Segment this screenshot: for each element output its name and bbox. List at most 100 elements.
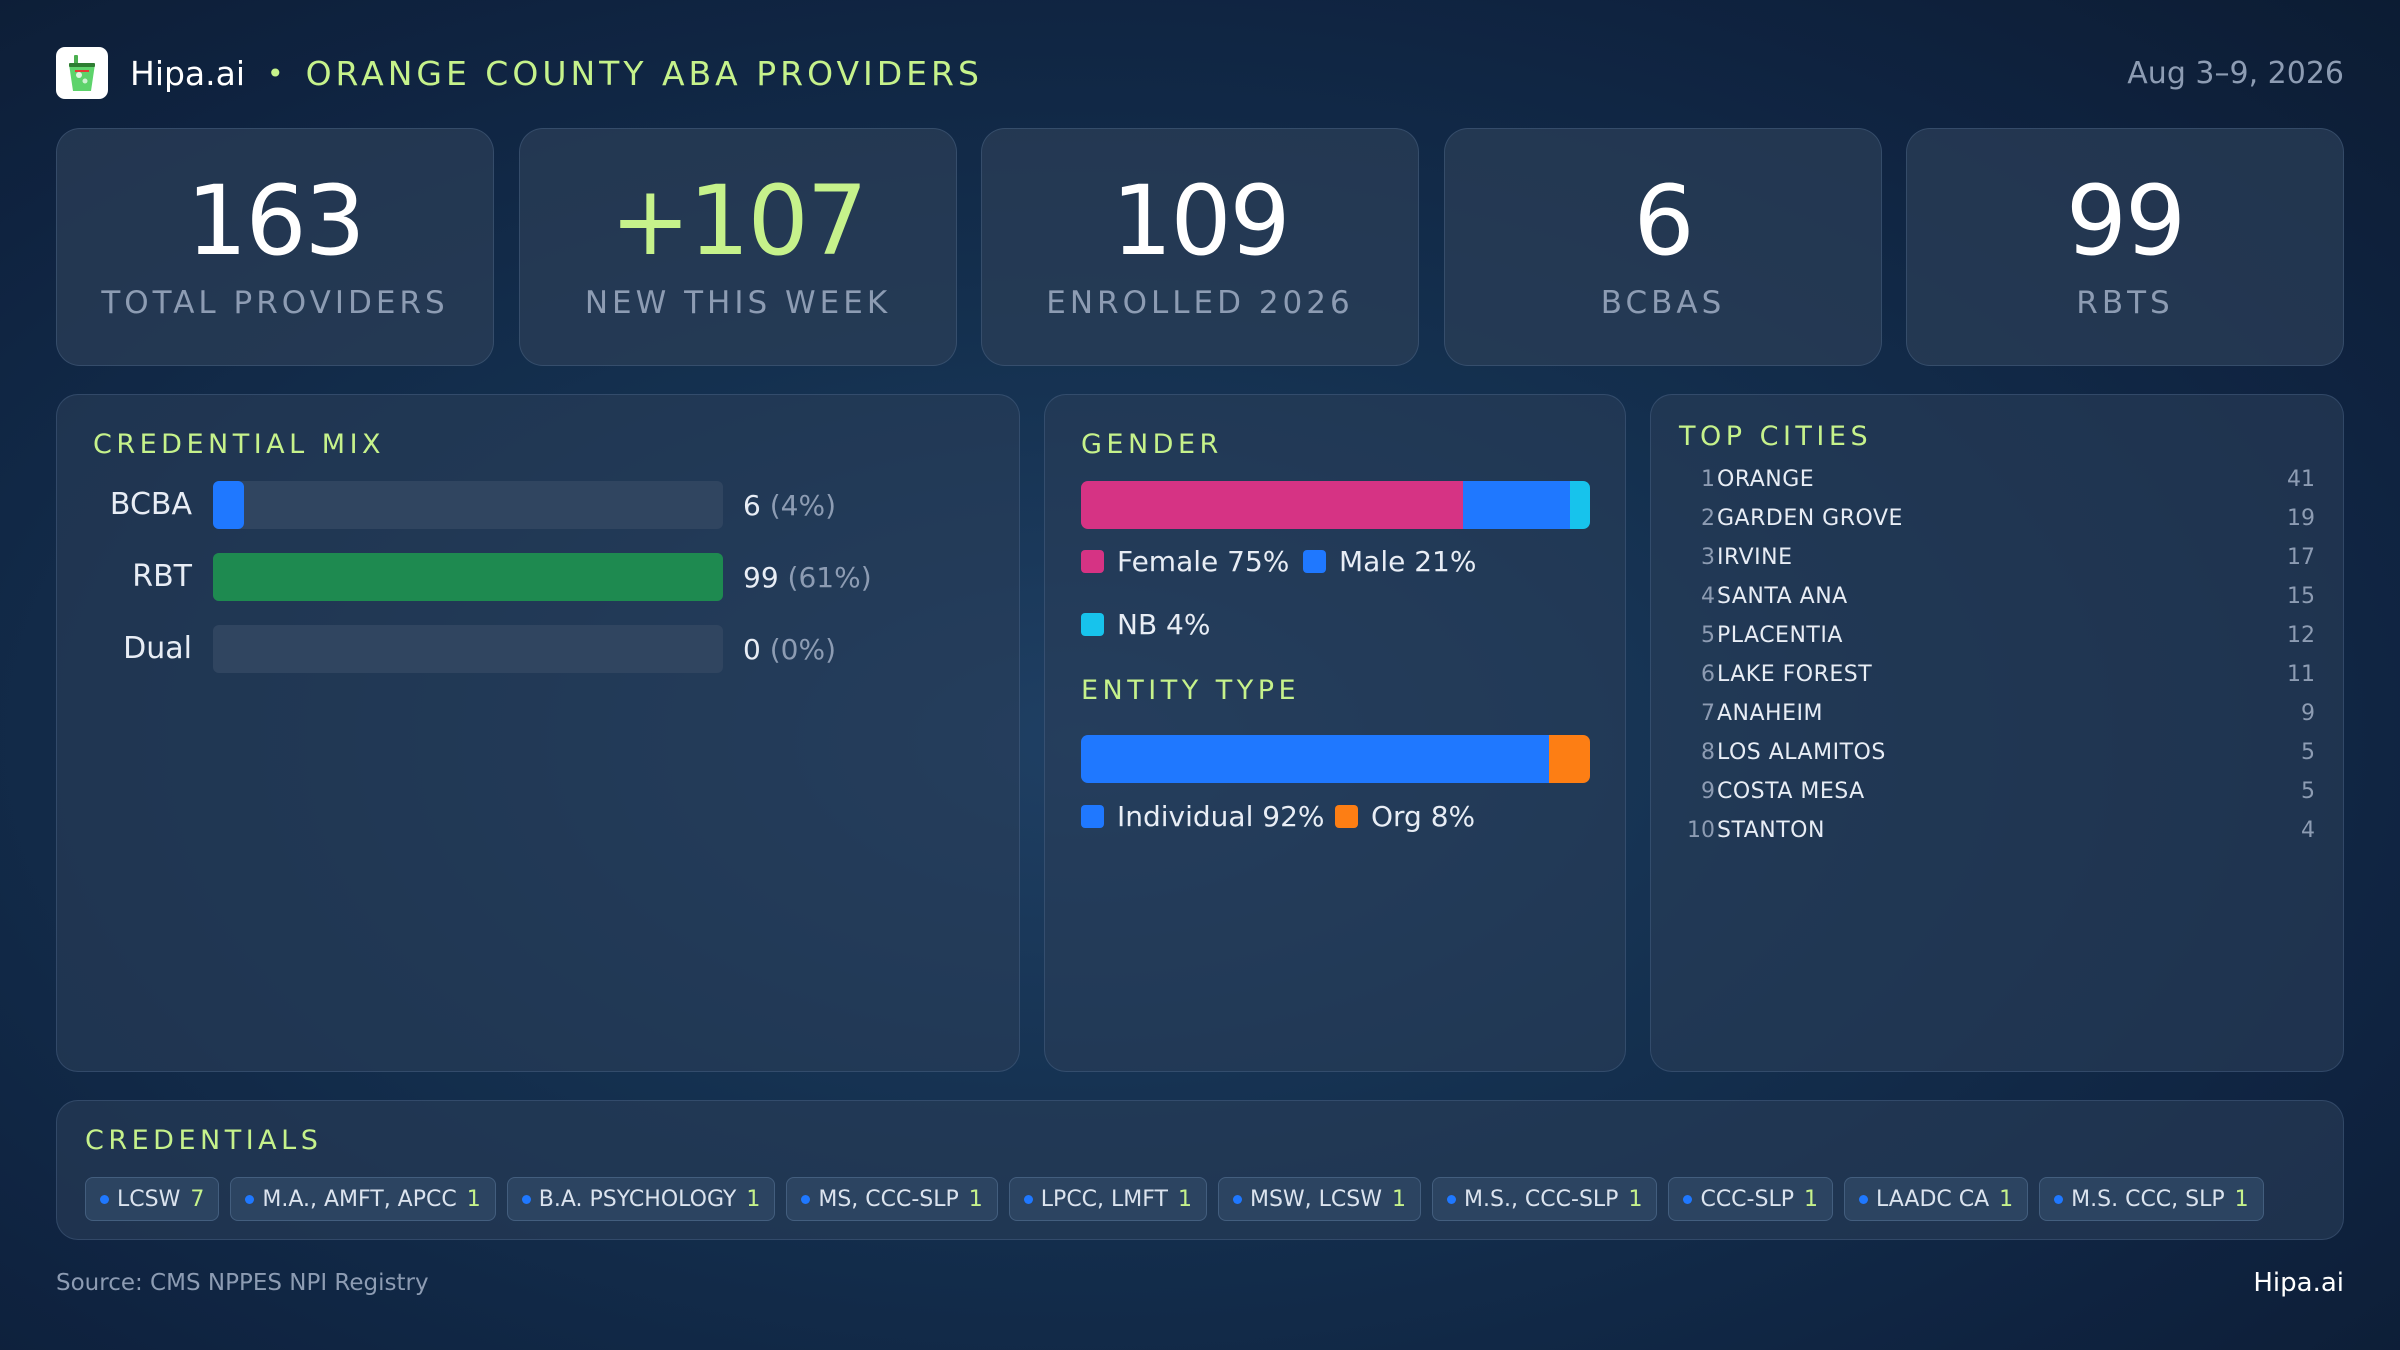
credential-value: 0 (0%) [743,633,836,666]
stat-card-bcbas: 6 BCBAS [1444,128,1882,366]
city-row: 6 LAKE FOREST 11 [1651,662,2343,692]
city-row: 10 STANTON 4 [1651,818,2343,848]
credential-row-dual: Dual 0 (0%) [57,625,1019,673]
credential-chip: M.A., AMFT, APCC 1 [230,1177,496,1221]
credential-chip: M.S. CCC, SLP 1 [2039,1177,2264,1221]
chip-count: 1 [1628,1186,1643,1212]
stat-card-total-providers: 163 TOTAL PROVIDERS [56,128,494,366]
city-name: STANTON [1717,818,1825,843]
gender-entity-panel: GENDER Female 75% Male 21% NB 4% ENTITY … [1044,394,1626,1072]
top-cities-panel: TOP CITIES 1 ORANGE 41 2 GARDEN GROVE 19 3 IRVI… [1650,394,2344,1072]
credential-percent: (0%) [769,633,837,666]
city-rank: 3 [1701,545,1715,570]
chip-label: B.A. PSYCHOLOGY [538,1186,737,1212]
city-rank: 1 [1701,467,1715,492]
stat-label: RBTS [2076,285,2174,321]
city-name: COSTA MESA [1717,779,1865,804]
panel-title: CREDENTIAL MIX [93,429,386,460]
drink-cup-icon [69,55,95,91]
legend-swatch [1081,613,1104,636]
credential-chip-list: LCSW 7 M.A., AMFT, APCC 1 B.A. PSYCHOLOGY 1 MS… [85,1177,2275,1221]
credential-count: 0 [743,633,761,666]
chip-dot-icon [1232,1194,1242,1204]
panel-title: CREDENTIALS [85,1125,323,1156]
city-count: 17 [2287,545,2315,570]
credential-label: Dual [123,631,192,666]
footer-brand: Hipa.ai [2253,1268,2344,1298]
stat-card-enrolled-2026: 109 ENROLLED 2026 [981,128,1419,366]
city-count: 4 [2301,818,2315,843]
credential-percent: (61%) [787,561,872,594]
city-count: 9 [2301,701,2315,726]
credential-chip: M.S., CCC-SLP 1 [1432,1177,1658,1221]
credential-label: BCBA [109,487,192,522]
chip-dot-icon [2054,1194,2064,1204]
credential-label: RBT [132,559,192,594]
chip-label: LAADC CA [1875,1186,1990,1212]
city-count: 11 [2287,662,2315,687]
city-rank: 2 [1701,506,1715,531]
city-name: IRVINE [1717,545,1793,570]
chip-count: 7 [190,1186,205,1212]
city-count: 12 [2287,623,2315,648]
city-row: 4 SANTA ANA 15 [1651,584,2343,614]
legend-label: Male 21% [1339,545,1477,578]
chip-label: MSW, LCSW [1249,1186,1383,1212]
legend-individual: Individual 92% [1081,800,1325,833]
city-count: 19 [2287,506,2315,531]
chip-count: 1 [466,1186,481,1212]
date-range: Aug 3–9, 2026 [2127,55,2344,91]
city-count: 15 [2287,584,2315,609]
chip-dot-icon [801,1194,811,1204]
stat-value: 109 [1111,165,1290,277]
credential-bar-track [213,553,723,601]
credential-row-rbt: RBT 99 (61%) [57,553,1019,601]
stat-label: ENROLLED 2026 [1046,285,1354,321]
city-rank: 9 [1701,779,1715,804]
city-row: 3 IRVINE 17 [1651,545,2343,575]
credential-bar-track [213,625,723,673]
legend-nb: NB 4% [1081,608,1210,641]
chip-count: 1 [968,1186,983,1212]
chip-dot-icon [1683,1194,1693,1204]
credential-count: 6 [743,489,761,522]
credential-chip: LAADC CA 1 [1843,1177,2029,1221]
legend-org: Org 8% [1335,800,1475,833]
credential-chip: CCC-SLP 1 [1668,1177,1833,1221]
credential-bar-fill [213,481,244,529]
city-name: ANAHEIM [1717,701,1823,726]
credential-bar-fill [213,553,723,601]
credential-chip: B.A. PSYCHOLOGY 1 [506,1177,776,1221]
stacked-bar-segment [1462,481,1570,529]
credential-chip: LPCC, LMFT 1 [1008,1177,1207,1221]
city-name: SANTA ANA [1717,584,1848,609]
chip-dot-icon [1023,1194,1033,1204]
credential-mix-panel: CREDENTIAL MIX BCBA 6 (4%) RBT 99 (61%) … [56,394,1020,1072]
source-note: Source: CMS NPPES NPI Registry [56,1270,429,1296]
city-name: GARDEN GROVE [1717,506,1903,531]
city-name: LOS ALAMITOS [1717,740,1886,765]
chip-dot-icon [100,1194,109,1204]
legend-label: Individual 92% [1117,800,1325,833]
city-rank: 4 [1701,584,1715,609]
credential-value: 6 (4%) [743,489,836,522]
stat-value: 6 [1633,165,1694,277]
city-rank: 8 [1701,740,1715,765]
stacked-bar-segment [1081,735,1550,783]
chip-label: CCC-SLP [1700,1186,1794,1212]
legend-swatch [1303,550,1326,573]
chip-label: MS, CCC-SLP [818,1186,959,1212]
entity-stacked-bar [1081,735,1590,783]
chip-label: M.A., AMFT, APCC [262,1186,457,1212]
chip-label: LCSW [117,1186,181,1212]
city-rank: 7 [1701,701,1715,726]
city-rank: 10 [1687,818,1715,843]
chip-label: LPCC, LMFT [1040,1186,1168,1212]
stat-value: 163 [186,165,365,277]
chip-count: 1 [2234,1186,2249,1212]
chip-count: 1 [1392,1186,1407,1212]
legend-female: Female 75% [1081,545,1289,578]
credential-chip: LCSW 7 [85,1177,220,1221]
panel-title: TOP CITIES [1679,421,1873,452]
chip-dot-icon [1858,1194,1868,1204]
